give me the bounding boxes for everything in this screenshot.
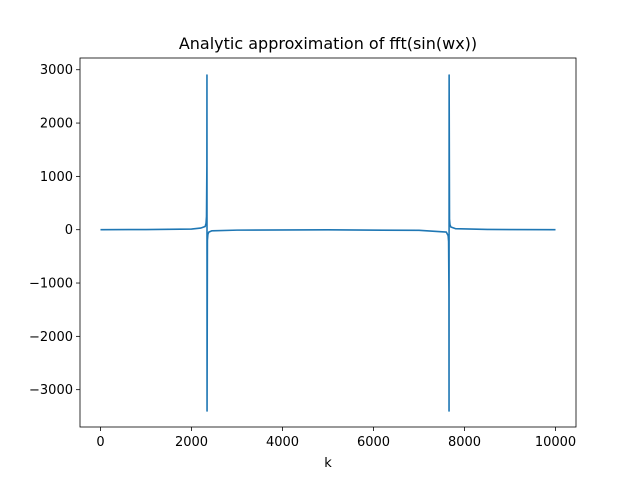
x-tick-label: 4000 [266, 435, 299, 450]
x-tick-label: 6000 [357, 435, 390, 450]
x-tick-label: 8000 [448, 435, 481, 450]
y-tick-label: 2000 [40, 117, 73, 132]
axis-ticks: 0 2000 4000 6000 8000 10000 −3000 −2000 −1000 0 10… [29, 63, 576, 450]
y-tick-label: −2000 [29, 330, 73, 345]
y-tick-label: 0 [65, 223, 73, 238]
y-tick-label: −3000 [29, 383, 73, 398]
plot-frame [79, 57, 577, 428]
x-tick-label: 10000 [535, 435, 576, 450]
x-axis-label: k [324, 456, 332, 471]
y-tick-label: 1000 [40, 170, 73, 185]
chart-title: Analytic approximation of fft(sin(wx)) [179, 34, 477, 53]
y-tick-label: −1000 [29, 277, 73, 292]
y-tick-label: 3000 [40, 63, 73, 78]
x-tick-label: 2000 [175, 435, 208, 450]
x-tick-label: 0 [96, 435, 104, 450]
series-line-0 [100, 74, 556, 412]
plot-area [100, 74, 556, 412]
